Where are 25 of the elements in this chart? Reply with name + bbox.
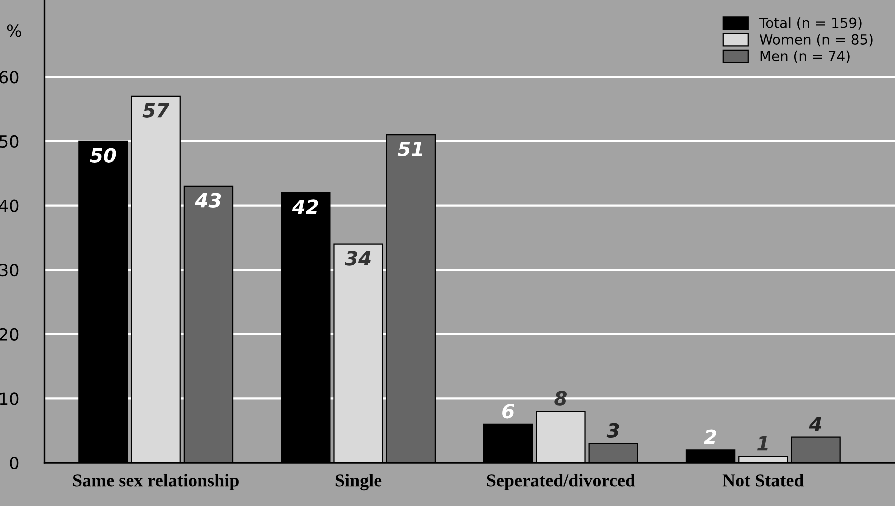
y-tick-label: 60 xyxy=(0,71,19,84)
data-label: 1 xyxy=(757,436,768,451)
legend-label: Women (n = 85) xyxy=(760,34,873,47)
legend-label: Men (n = 74) xyxy=(760,50,850,64)
data-label: 3 xyxy=(606,423,620,438)
y-tick-label: 10 xyxy=(0,392,19,406)
y-tick-label: 30 xyxy=(0,264,19,277)
y-tick-label: 50 xyxy=(0,135,19,148)
x-tick-label: Single xyxy=(336,474,382,491)
data-label: 34 xyxy=(345,251,371,266)
data-label: 57 xyxy=(142,103,170,118)
data-label: 51 xyxy=(398,142,422,157)
y-axis-title: % xyxy=(7,24,22,38)
data-label: 43 xyxy=(195,193,222,208)
y-tick-label: 0 xyxy=(10,456,19,470)
data-label: 50 xyxy=(90,148,116,163)
data-label: 42 xyxy=(292,200,318,214)
data-label: 6 xyxy=(502,404,514,419)
legend-label: Total (n = 159) xyxy=(759,18,862,30)
x-tick-label: Not Stated xyxy=(722,474,804,487)
y-tick-label: 20 xyxy=(0,328,19,341)
data-label: 2 xyxy=(704,430,716,444)
data-label: 4 xyxy=(809,417,822,432)
x-tick-label: Same sex relationship xyxy=(73,474,239,490)
x-tick-label: Seperated/divorced xyxy=(487,474,636,490)
